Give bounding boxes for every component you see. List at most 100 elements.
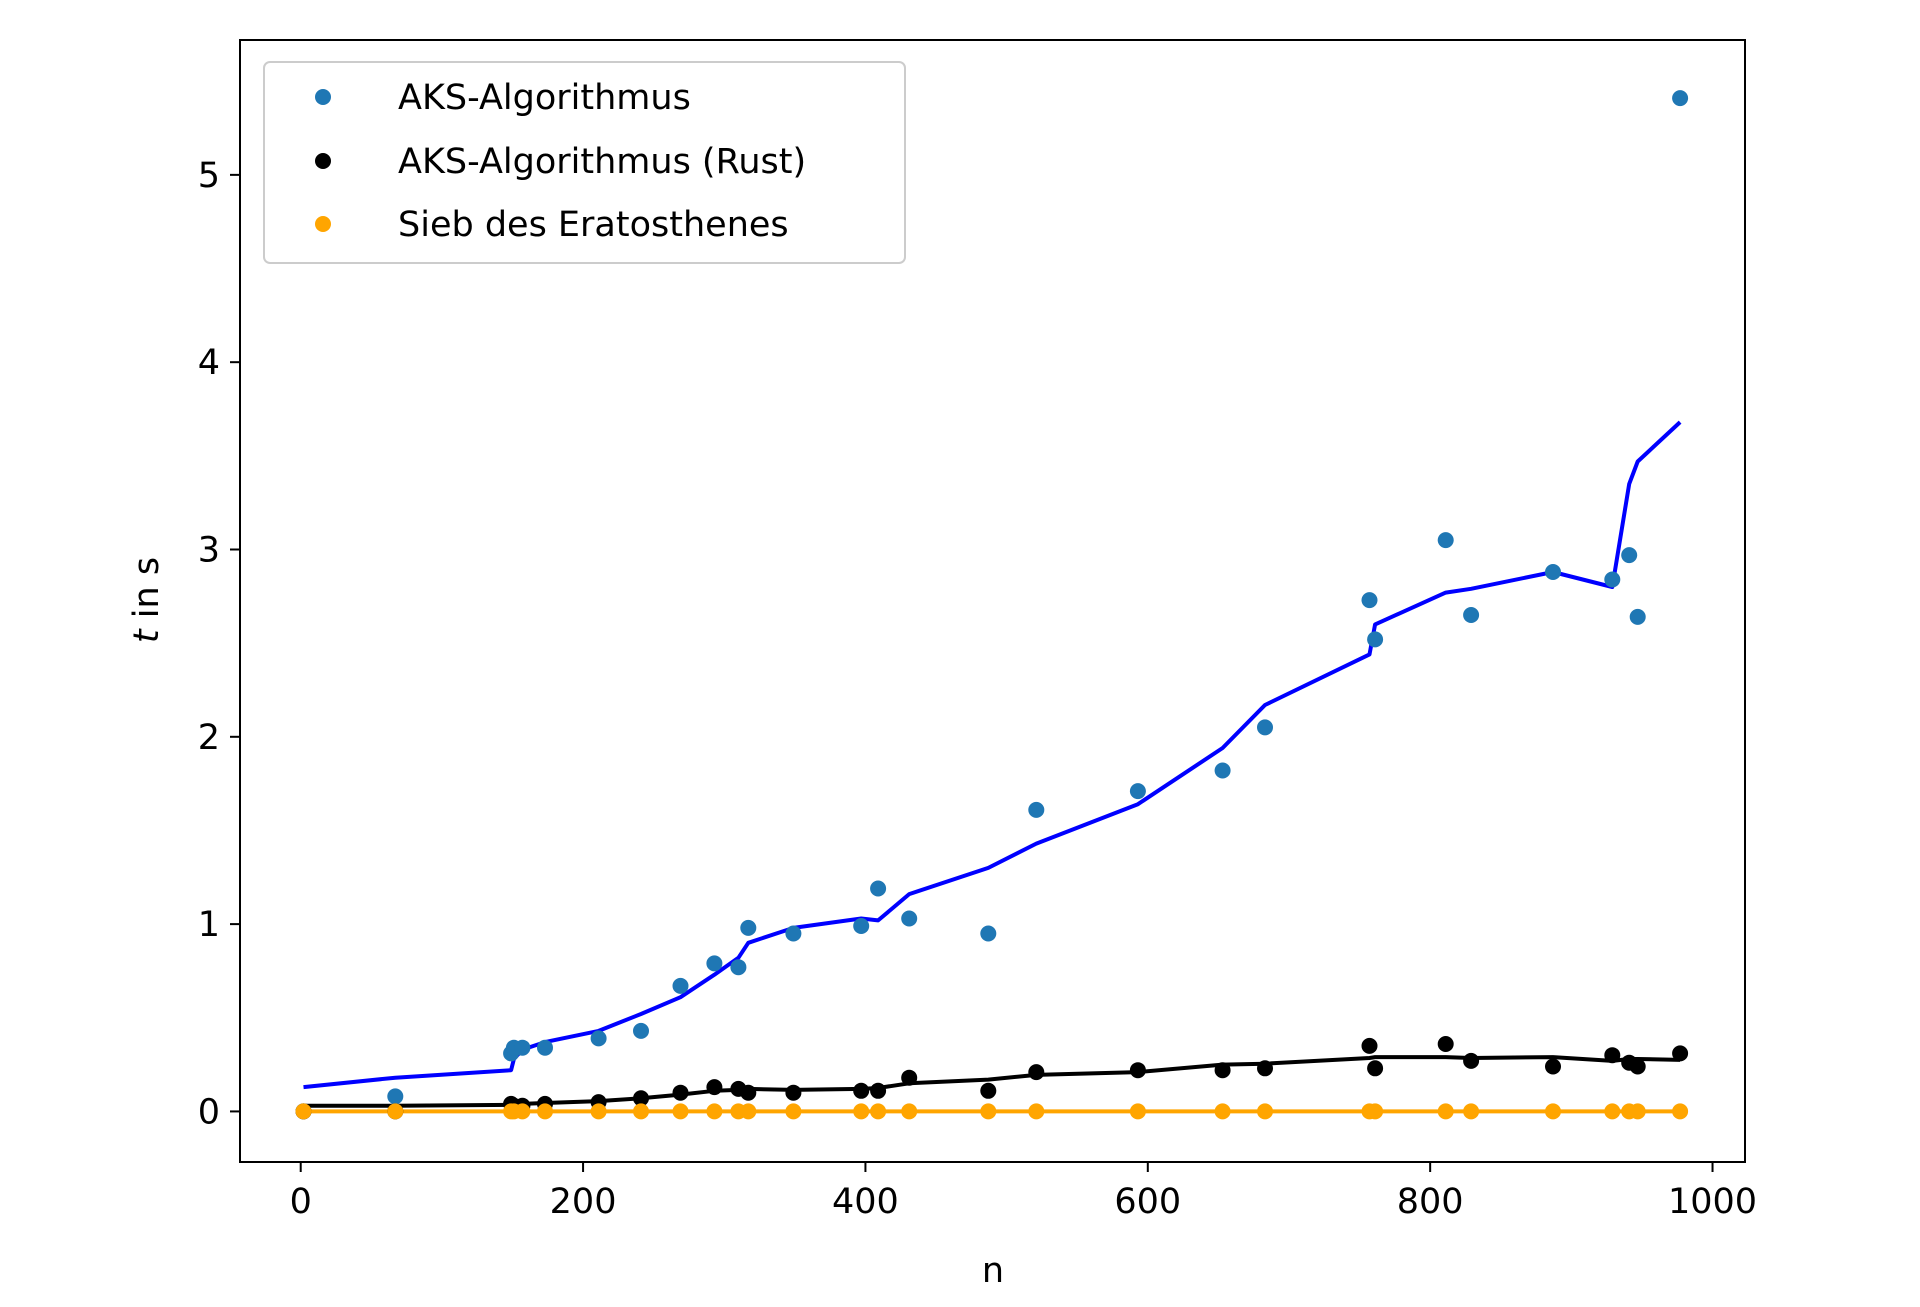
data-point-series-0	[1129, 783, 1146, 800]
data-point-series-1	[853, 1082, 870, 1099]
x-axis-label: n	[982, 1251, 1004, 1291]
data-point-series-2	[1028, 1103, 1045, 1120]
x-axis-ticks: 0 200 400 600 800 1000	[290, 1162, 1757, 1222]
data-point-series-2	[740, 1103, 757, 1120]
data-point-series-2	[1604, 1103, 1621, 1120]
data-point-series-1	[901, 1069, 918, 1086]
legend-box	[263, 61, 906, 264]
data-point-series-2	[1367, 1103, 1384, 1120]
x-tick-label: 600	[1114, 1182, 1181, 1222]
data-point-series-1	[980, 1082, 997, 1099]
data-point-series-1	[672, 1084, 689, 1101]
data-point-series-0	[1214, 762, 1231, 779]
data-point-series-0	[1545, 564, 1561, 580]
data-point-series-1	[1629, 1058, 1646, 1075]
data-point-series-2	[590, 1103, 607, 1120]
data-point-series-0	[1361, 592, 1378, 609]
y-axis-ticks: 0 1 2 3 4 5	[198, 156, 240, 1132]
data-point-series-1	[870, 1082, 887, 1099]
x-tick-label: 0	[290, 1182, 312, 1222]
legend-label-aks: AKS-Algorithmus	[398, 78, 691, 118]
y-tick-label: 2	[198, 718, 220, 758]
data-point-series-2	[387, 1103, 404, 1120]
data-point-series-1	[1129, 1062, 1146, 1079]
data-point-series-0	[1621, 547, 1638, 564]
data-point-series-0	[1367, 631, 1384, 648]
axes-frame	[239, 39, 1746, 1163]
x-tick-label: 400	[832, 1182, 899, 1222]
y-tick-label: 0	[198, 1092, 220, 1132]
data-point-series-0	[901, 910, 918, 927]
data-point-series-2	[870, 1103, 887, 1120]
data-point-series-1	[1545, 1058, 1561, 1075]
data-point-series-0	[740, 919, 757, 936]
y-axis-label: t in s	[127, 557, 167, 643]
data-point-series-0	[1629, 608, 1646, 625]
y-axis-label-symbol: t	[127, 628, 167, 643]
y-axis-label-unit: in s	[127, 557, 167, 629]
legend-label-aks-rust: AKS-Algorithmus (Rust)	[398, 142, 806, 182]
data-point-series-2	[1463, 1103, 1480, 1120]
data-point-series-2	[537, 1103, 553, 1120]
data-point-series-2	[853, 1103, 870, 1120]
data-point-series-0	[853, 918, 870, 934]
data-point-series-0	[1028, 801, 1045, 818]
data-point-series-0	[785, 925, 802, 942]
legend-marker-aks-rust	[315, 153, 331, 169]
x-tick-label: 800	[1397, 1182, 1464, 1222]
data-point-series-0	[387, 1088, 404, 1105]
data-point-series-2	[1129, 1103, 1146, 1120]
x-tick-label: 1000	[1668, 1182, 1757, 1222]
data-point-series-0	[1604, 571, 1621, 588]
data-point-series-1	[1672, 1045, 1689, 1062]
data-point-series-2	[1629, 1103, 1646, 1120]
data-point-series-1	[1463, 1052, 1480, 1069]
data-point-series-1	[1367, 1060, 1384, 1077]
data-point-series-2	[785, 1103, 802, 1120]
y-tick-label: 1	[198, 905, 220, 945]
data-point-series-0	[980, 925, 997, 942]
data-point-series-0	[1672, 90, 1689, 107]
data-point-series-2	[980, 1103, 997, 1120]
data-point-series-2	[1545, 1103, 1561, 1120]
data-point-series-1	[633, 1090, 649, 1107]
data-point-series-0	[514, 1039, 531, 1056]
data-point-series-2	[295, 1103, 312, 1120]
y-tick-label: 4	[198, 343, 220, 383]
data-point-series-0	[590, 1030, 607, 1047]
data-point-series-1	[1257, 1060, 1273, 1077]
legend-marker-sieb	[315, 216, 331, 232]
data-point-series-1	[1028, 1064, 1045, 1081]
data-point-series-2	[1214, 1103, 1231, 1120]
data-point-series-0	[1463, 607, 1480, 623]
data-point-series-1	[1437, 1036, 1454, 1052]
data-point-series-0	[672, 977, 689, 994]
x-tick-label: 200	[550, 1182, 617, 1222]
data-point-series-0	[1437, 532, 1454, 549]
data-point-series-0	[870, 880, 887, 897]
data-point-series-1	[706, 1079, 723, 1096]
y-tick-label: 5	[198, 156, 220, 196]
data-point-series-2	[633, 1103, 649, 1120]
plot-area	[295, 90, 1689, 1120]
data-point-series-1	[1604, 1047, 1621, 1064]
legend: AKS-Algorithmus AKS-Algorithmus (Rust) S…	[263, 61, 906, 264]
data-point-series-1	[1361, 1037, 1378, 1054]
data-point-series-2	[514, 1103, 531, 1120]
legend-label-sieb: Sieb des Eratosthenes	[398, 205, 789, 245]
data-point-series-2	[1257, 1103, 1273, 1120]
data-point-series-1	[1214, 1062, 1231, 1079]
data-point-series-2	[672, 1103, 689, 1120]
data-point-series-0	[633, 1022, 649, 1039]
legend-marker-aks	[315, 89, 331, 105]
data-point-series-2	[1437, 1103, 1454, 1120]
data-point-series-2	[706, 1103, 723, 1120]
data-point-series-1	[740, 1084, 757, 1101]
y-tick-label: 3	[198, 530, 220, 570]
data-point-series-0	[706, 955, 723, 972]
data-point-series-1	[785, 1084, 802, 1101]
data-point-series-0	[730, 959, 747, 976]
data-point-series-2	[1672, 1103, 1689, 1120]
data-point-series-0	[537, 1039, 553, 1056]
